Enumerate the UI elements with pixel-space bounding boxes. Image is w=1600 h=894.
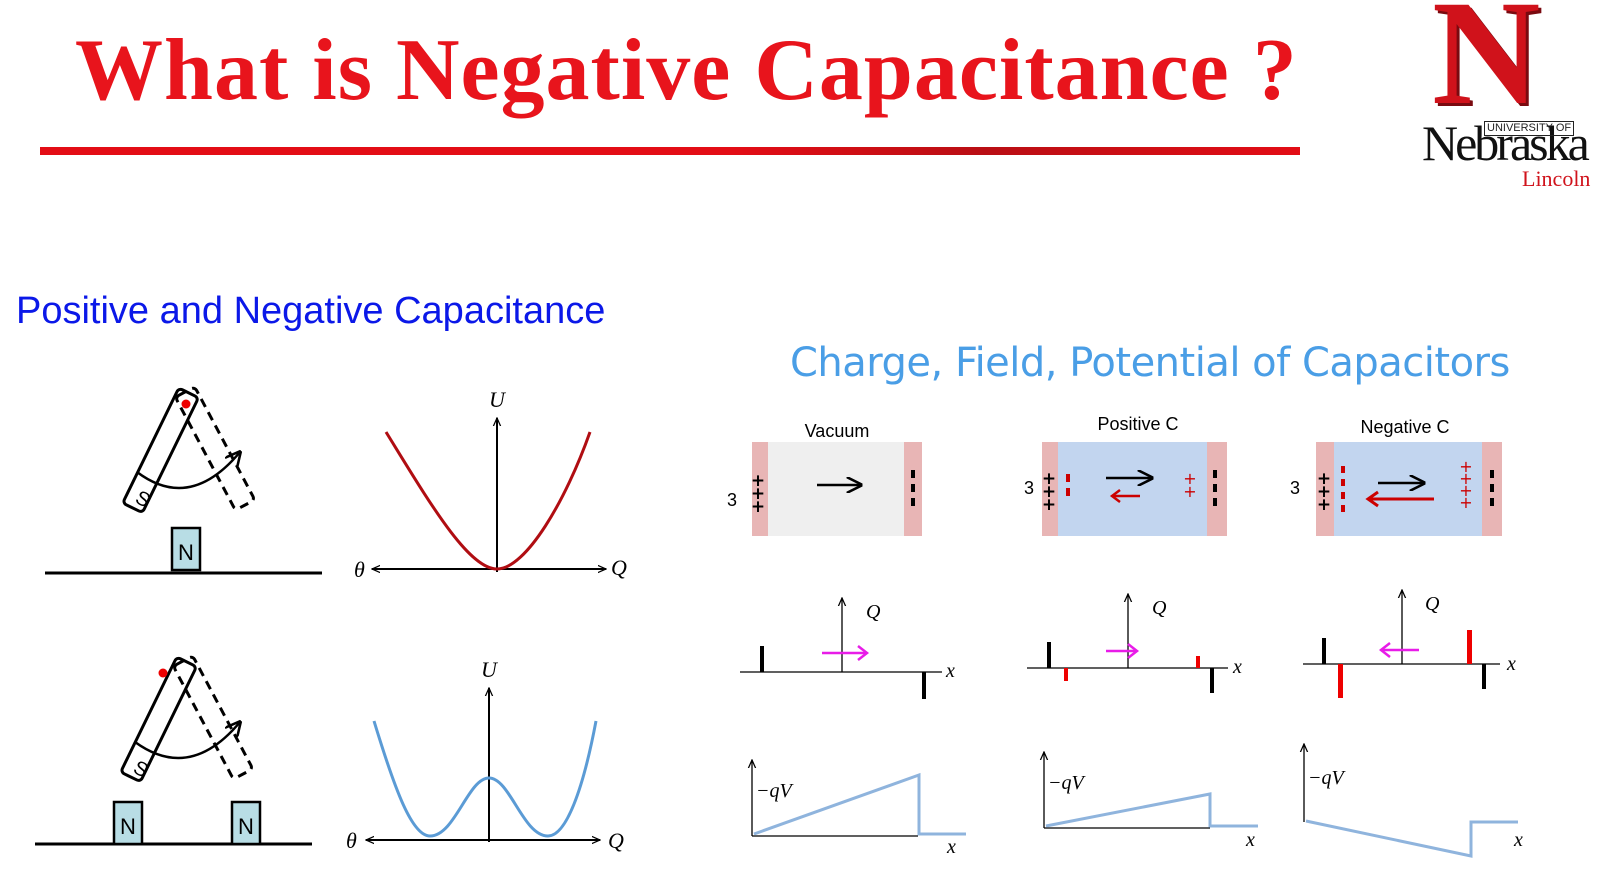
- field-arrowhead: [857, 645, 870, 661]
- axis-q-label: Q: [608, 828, 624, 853]
- axis-theta-label: θ: [346, 828, 357, 853]
- capacitors-title: Charge, Field, Potential of Capacitors: [790, 340, 1510, 386]
- potential-plot-positive: −qV x: [1044, 752, 1258, 851]
- gap-fill: [1042, 442, 1227, 536]
- minus-charges: [1213, 470, 1217, 506]
- pendulum-double: N N S: [35, 655, 312, 846]
- axis-potential-label: −qV: [1048, 772, 1086, 794]
- charge-plot-vacuum: Q x: [740, 598, 955, 699]
- plus-charges: + + +: [1042, 469, 1056, 515]
- axis-x-label: x: [946, 836, 956, 858]
- swing-arrow: [134, 722, 240, 760]
- axis-theta-label: θ: [354, 557, 365, 582]
- logo-city: Lincoln: [1522, 166, 1591, 190]
- axis-q-label: Q: [1425, 593, 1440, 615]
- bound-charge-right: [1467, 630, 1472, 664]
- field-arrowhead: [1127, 643, 1140, 659]
- free-charge-left: [1047, 642, 1051, 668]
- side-number: 3: [1024, 478, 1034, 498]
- bar-dashed: [173, 655, 253, 780]
- polarization-arrowhead: [1109, 489, 1121, 503]
- charge-plot-negative: Q x: [1303, 590, 1516, 698]
- single-well-curve: [384, 431, 592, 571]
- bar-dashed: [175, 386, 255, 511]
- axis-potential-label: −qV: [1308, 767, 1346, 789]
- magnet-n-block-right: [230, 800, 262, 846]
- capacitor-label: Negative C: [1360, 417, 1449, 437]
- magnet-n-block-left: [112, 800, 144, 846]
- polarization-arrowhead: [1365, 490, 1379, 508]
- gap-fill: [1316, 442, 1502, 536]
- logo-name: Nebraska: [1422, 115, 1590, 171]
- side-number: 3: [1290, 478, 1300, 498]
- free-charge-right: [1210, 668, 1214, 693]
- minus-charges: [911, 470, 915, 506]
- pivot-dot: [158, 668, 168, 678]
- capacitor-label: Vacuum: [805, 421, 870, 441]
- plus-charges: + + +: [751, 471, 765, 517]
- free-charge-right: [1482, 664, 1486, 689]
- energy-plot-single-well: U Q θ: [354, 387, 627, 582]
- field-arrowhead: [1378, 642, 1391, 658]
- potential-curve: [753, 772, 966, 836]
- swing-arrow: [136, 452, 240, 490]
- university-logo: N Nebraska UNIVERSITY OF Lincoln: [1418, 0, 1600, 190]
- logo-letter: N: [1432, 0, 1541, 136]
- energy-plot-double-well: U Q θ: [346, 657, 624, 853]
- bound-charge-right: [1196, 656, 1200, 668]
- left-plate: [1042, 442, 1058, 536]
- bound-minus-charges: [1341, 466, 1345, 512]
- potential-curve: [1045, 792, 1258, 828]
- axis-u-label: U: [489, 387, 507, 412]
- pendulum-single: N S: [45, 386, 322, 575]
- axis-x-label: x: [945, 660, 955, 682]
- side-number: 3: [727, 490, 737, 510]
- magnet-n-label: N: [178, 540, 194, 565]
- slide-title: What is Negative Capacitance ?: [75, 22, 1298, 119]
- bound-minus-charges: [1066, 474, 1070, 496]
- left-plate: [1316, 442, 1334, 536]
- axis-q-label: Q: [611, 555, 627, 580]
- axis-q-label: Q: [866, 601, 881, 623]
- axis-x-label: x: [1232, 656, 1242, 678]
- axis-x-label: x: [1506, 653, 1516, 675]
- bar-solid: [120, 656, 197, 782]
- title-underline: [40, 147, 1300, 155]
- axis-potential-label: −qV: [756, 780, 794, 802]
- logo-university: UNIVERSITY OF: [1484, 121, 1575, 136]
- capacitor-label: Positive C: [1097, 414, 1178, 434]
- gap-fill: [752, 442, 922, 536]
- bound-charge-left: [1338, 664, 1343, 698]
- plus-charges: + + +: [1317, 469, 1331, 515]
- double-well-curve: [372, 720, 598, 838]
- free-charge-right: [922, 672, 926, 699]
- magnet-n-block: [170, 526, 202, 572]
- bar-solid: [122, 387, 199, 513]
- bound-plus-charges: + +: [1183, 469, 1196, 501]
- axis-q-label: Q: [1152, 597, 1167, 619]
- section-subtitle: Positive and Negative Capacitance: [16, 290, 606, 332]
- magnet-n-label: N: [238, 814, 254, 839]
- left-plate: [752, 442, 768, 536]
- axis-x-label: x: [1513, 829, 1523, 851]
- free-charge-left: [760, 646, 764, 672]
- axis-u-label: U: [481, 657, 499, 682]
- potential-plot-vacuum: −qV x: [752, 760, 966, 858]
- axis-x-label: x: [1245, 829, 1255, 851]
- potential-plot-negative: −qV x: [1304, 744, 1523, 858]
- pivot-dot: [181, 399, 191, 409]
- potential-curve: [1305, 819, 1518, 858]
- capacitor-negative: Negative C 3 + + + + + + +: [1290, 417, 1502, 536]
- charge-plot-positive: Q x: [1027, 594, 1242, 693]
- bound-plus-charges: + + + +: [1459, 457, 1472, 512]
- magnet-n-label: N: [120, 814, 136, 839]
- bound-charge-left: [1064, 668, 1068, 681]
- free-charge-left: [1322, 638, 1326, 664]
- capacitor-vacuum: Vacuum 3 + + +: [727, 421, 922, 536]
- capacitor-positive: Positive C 3 + + + + +: [1024, 414, 1227, 536]
- minus-charges: [1490, 470, 1494, 506]
